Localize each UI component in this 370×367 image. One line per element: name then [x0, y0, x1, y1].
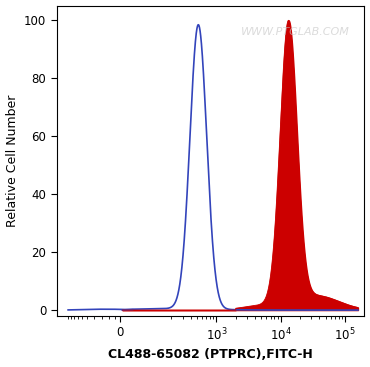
X-axis label: CL488-65082 (PTPRC),FITC-H: CL488-65082 (PTPRC),FITC-H [108, 348, 313, 361]
Text: WWW.PTGLAB.COM: WWW.PTGLAB.COM [241, 27, 350, 37]
Y-axis label: Relative Cell Number: Relative Cell Number [6, 95, 18, 227]
